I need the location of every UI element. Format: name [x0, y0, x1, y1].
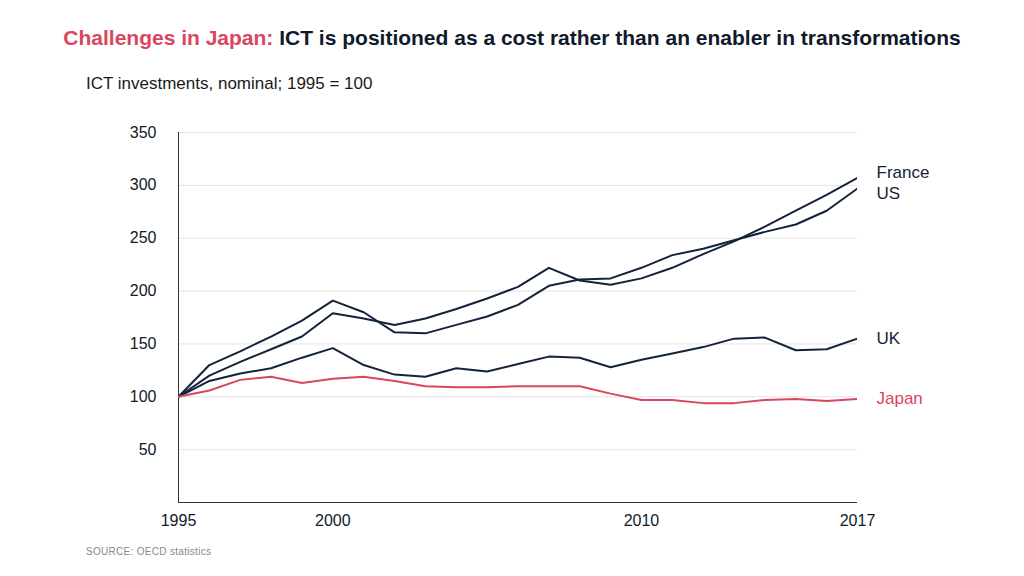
svg-text:150: 150 — [130, 335, 157, 352]
svg-text:300: 300 — [130, 176, 157, 193]
svg-text:2010: 2010 — [624, 512, 660, 529]
svg-text:2017: 2017 — [840, 512, 876, 529]
html-text:ICT investments, nominal; 1995: ICT investments, nominal; 1995 = 100 — [86, 74, 373, 93]
svg-text:2000: 2000 — [315, 512, 351, 529]
svg-text:France: France — [877, 163, 930, 182]
svg-text:US: US — [877, 184, 901, 203]
svg-text:100: 100 — [130, 388, 157, 405]
html-text:Challenges in Japan: ICT is po: Challenges in Japan: ICT is positioned a… — [63, 26, 961, 49]
svg-text:50: 50 — [139, 441, 157, 458]
svg-text:250: 250 — [130, 229, 157, 246]
svg-text:350: 350 — [130, 124, 157, 141]
svg-text:Japan: Japan — [877, 389, 923, 408]
svg-text:1995: 1995 — [161, 512, 197, 529]
svg-text:200: 200 — [130, 282, 157, 299]
html-text:SOURCE: OECD statistics: SOURCE: OECD statistics — [86, 546, 212, 557]
svg-text:UK: UK — [877, 329, 901, 348]
